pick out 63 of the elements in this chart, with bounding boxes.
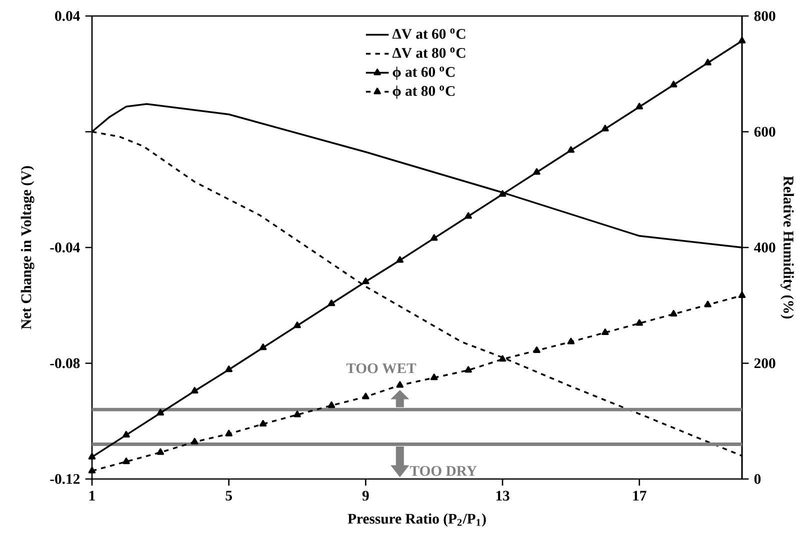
point	[88, 452, 96, 460]
point	[670, 310, 678, 317]
point	[122, 458, 130, 464]
point	[328, 401, 336, 408]
y2-tick-label: 400	[754, 242, 776, 252]
point	[88, 466, 96, 474]
legend-label: ΔV at 80 $^{o}$C	[392, 48, 466, 58]
point	[738, 36, 746, 44]
point	[259, 420, 267, 426]
point	[567, 146, 575, 153]
point	[670, 80, 678, 88]
x-tick-label: 13	[496, 490, 510, 501]
legend-label: ϕ at 60 $^{o}$C	[392, 66, 455, 80]
point	[362, 392, 370, 400]
point	[362, 278, 370, 284]
point	[602, 328, 609, 336]
x-axis-title: Pressure Ratio (P$_{2}$/P$_{1}$)	[348, 513, 486, 527]
x-tick-label: 5	[226, 490, 232, 501]
x-tick-label: 9	[362, 490, 369, 501]
point	[636, 102, 644, 110]
y2-tick-label: 800	[754, 11, 776, 21]
y2-tick-label: 200	[754, 358, 776, 368]
y2-tick-label: 600	[754, 126, 776, 137]
y-tick-label: -0.08	[50, 358, 80, 368]
x-tick-label: 17	[633, 490, 646, 501]
point	[738, 291, 746, 298]
y-axis-title: Net Change in Voltage (V)	[20, 166, 34, 330]
legend-label: ϕ at 80 $^{o}$C	[392, 86, 455, 99]
point	[225, 430, 232, 436]
y2-tick-label: 0	[754, 474, 761, 484]
point	[190, 386, 198, 394]
point	[190, 438, 198, 444]
point	[533, 168, 540, 175]
x-tick-label: 1	[90, 490, 95, 501]
point	[636, 319, 644, 326]
point	[430, 234, 438, 241]
point	[498, 190, 506, 197]
point	[567, 338, 575, 344]
point	[396, 256, 404, 263]
point	[259, 344, 267, 350]
annotation: TOO WET	[346, 363, 416, 374]
point	[498, 355, 506, 362]
point	[156, 448, 164, 455]
point	[464, 366, 472, 373]
y-tick-label: 0.04	[55, 11, 80, 21]
point	[704, 300, 712, 308]
point	[464, 212, 472, 219]
point	[328, 300, 336, 306]
point	[430, 374, 438, 380]
point	[704, 58, 712, 66]
point	[122, 430, 130, 438]
point	[294, 322, 301, 328]
point	[156, 408, 164, 416]
annotation: TOO DRY	[410, 466, 477, 476]
y-tick-label: -0.04	[50, 242, 80, 252]
point	[225, 366, 232, 372]
legend-label: ΔV at 60 $^{o}$C	[392, 28, 466, 39]
point	[396, 381, 404, 388]
point	[294, 410, 301, 418]
y-tick-label: -0.12	[50, 474, 80, 484]
point	[602, 124, 609, 132]
y2-axis-title: Relative Humidity (%)	[780, 176, 794, 319]
point	[533, 346, 540, 353]
